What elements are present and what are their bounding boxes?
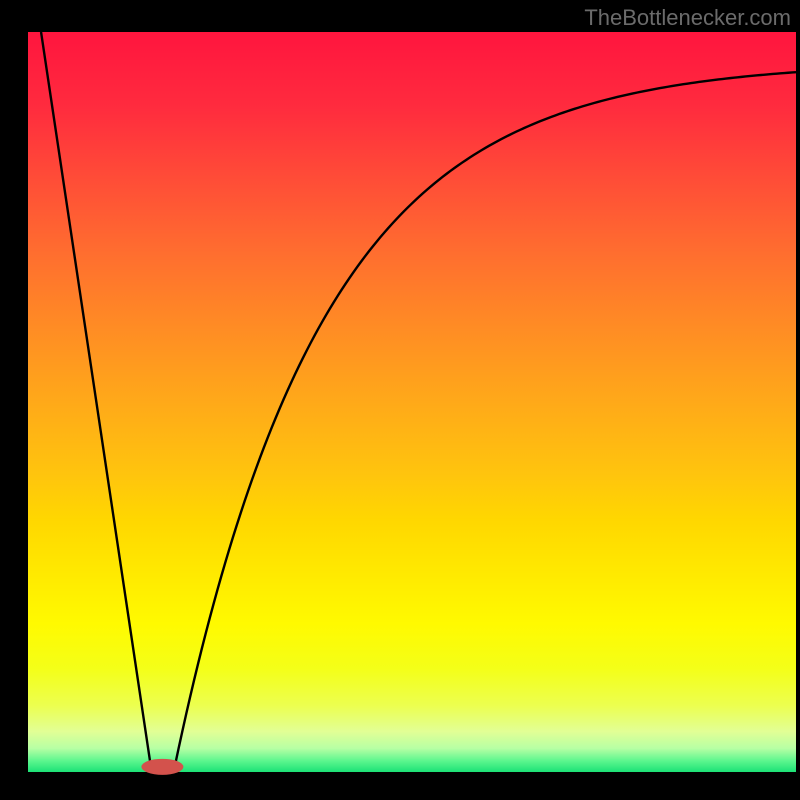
minimum-marker (141, 759, 183, 775)
watermark-text: TheBottlenecker.com (584, 5, 791, 30)
bottleneck-chart: TheBottlenecker.com (0, 0, 800, 800)
plot-area (28, 32, 796, 772)
